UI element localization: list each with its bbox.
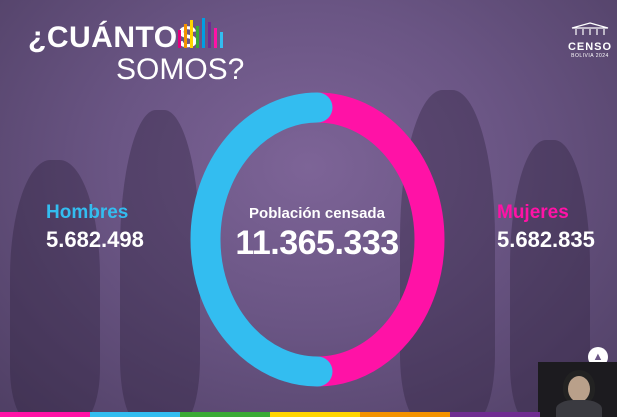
censo-logo: CENSO BOLIVIA 2024 [565,22,615,59]
stripe-segment [180,412,270,417]
logo-word: CENSO [567,41,613,53]
title-line2: SOMOS? [116,53,245,86]
population-donut-chart [190,92,445,387]
stripe-segment [0,412,90,417]
women-value: 5.682.835 [497,227,595,252]
title-bar [178,30,181,48]
title: ¿CUÁNTOS SOMOS? [28,21,244,86]
title-bar [208,22,211,48]
men-block: Hombres 5.682.498 [46,202,144,253]
women-block: Mujeres 5.682.835 [497,202,595,253]
donut-slice-mujeres [302,92,445,387]
title-line1: ¿CUÁNTOS [28,21,199,54]
stripe-segment [450,412,540,417]
total-label: Población censada [249,205,385,222]
webcam-overlay [538,362,617,417]
stripe-segment [90,412,180,417]
logo-sub: BOLIVIA 2024 [571,53,609,59]
stripe-segment [270,412,360,417]
title-bars-icon [178,18,223,48]
women-label: Mujeres [497,202,569,223]
title-bar [196,26,199,48]
stripe-segment [360,412,450,417]
title-bar [220,32,223,48]
title-bar [214,28,217,48]
total-value: 11.365.333 [235,224,399,262]
donut-slice-hombres [190,92,333,387]
title-bar [202,18,205,48]
building-icon [571,22,609,35]
color-stripe [0,412,540,417]
men-value: 5.682.498 [46,227,144,252]
men-label: Hombres [46,202,129,223]
title-bar [190,20,193,48]
title-bar [184,24,187,48]
total-block: Población censada 11.365.333 [234,205,400,263]
